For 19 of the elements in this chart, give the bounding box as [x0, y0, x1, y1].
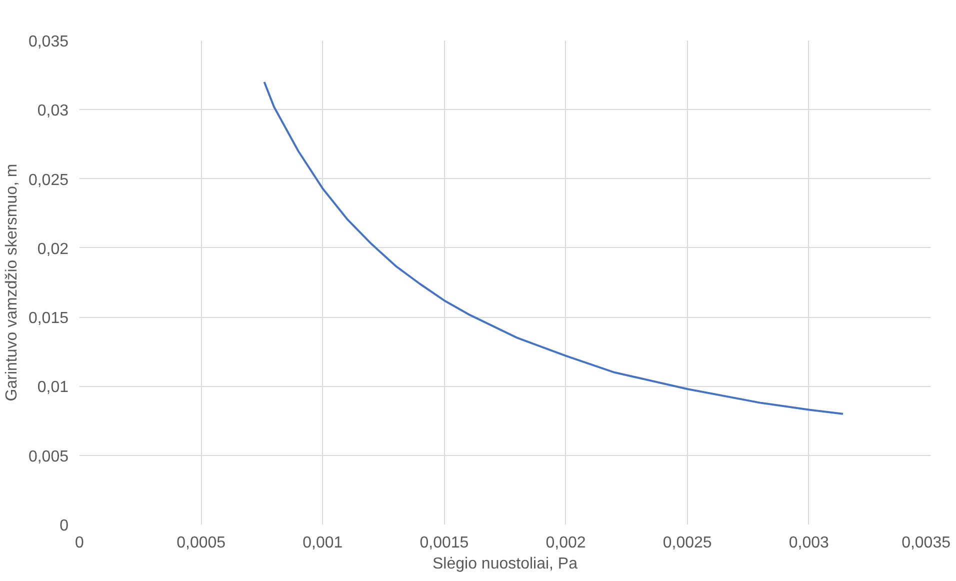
x-tick-label: 0,002 [546, 534, 586, 552]
y-axis-title: Garintuvo vamzdžio skersmuo, m [3, 164, 20, 402]
x-axis-title: Slėgio nuostoliai, Pa [432, 556, 578, 572]
y-tick-label: 0,01 [37, 379, 69, 396]
x-tick-label: 0,0015 [420, 534, 469, 552]
y-tick-label: 0,035 [28, 34, 69, 50]
x-tick-label: 0 [75, 534, 84, 552]
y-tick-label: 0,03 [37, 102, 69, 120]
y-tick-label: 0 [60, 518, 69, 534]
x-tick-label: 0,0005 [176, 534, 226, 552]
x-tick-label: 0,0035 [902, 534, 951, 552]
line-series [263, 80, 844, 415]
y-tick-label: 0,025 [28, 172, 69, 189]
x-tick-label: 0,0025 [662, 534, 712, 552]
y-tick-label: 0,015 [28, 310, 69, 328]
x-tick-label: 0,003 [788, 534, 830, 552]
x-tick-label: 0,001 [302, 534, 343, 552]
y-tick-label: 0,005 [28, 448, 69, 466]
y-tick-label: 0,02 [37, 240, 69, 258]
